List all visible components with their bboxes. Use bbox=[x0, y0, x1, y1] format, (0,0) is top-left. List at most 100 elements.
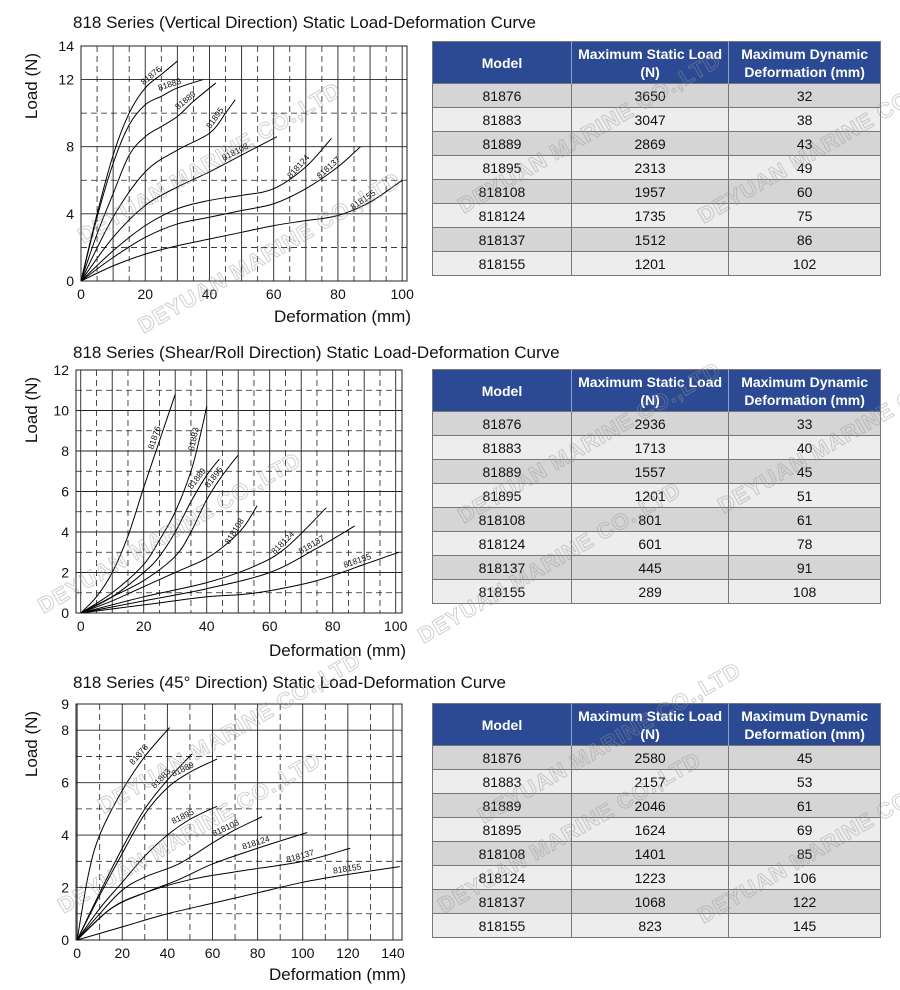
table-row: 818137 1068 122 bbox=[432, 889, 881, 914]
x-tick-label: 20 bbox=[114, 945, 130, 961]
table-cell: 81883 bbox=[432, 769, 572, 794]
curve-label: 818155 bbox=[348, 187, 377, 211]
table-row: 81889 1557 45 bbox=[432, 459, 881, 484]
curve-81895 bbox=[80, 99, 236, 282]
curve-label: 818155 bbox=[332, 861, 362, 875]
chart-title-45: 818 Series (45° Direction) Static Load-D… bbox=[73, 673, 506, 692]
table-cell: 102 bbox=[728, 251, 881, 276]
x-tick-label: 0 bbox=[73, 945, 81, 961]
curve-81876 bbox=[80, 394, 176, 614]
table-cell: 145 bbox=[728, 913, 881, 938]
curve-818155 bbox=[76, 866, 400, 941]
table-cell: 106 bbox=[728, 865, 881, 890]
y-tick-label: 6 bbox=[61, 484, 69, 500]
table-cell: 45 bbox=[728, 745, 881, 770]
column-header: Maximum Dynamic Deformation (mm) bbox=[728, 703, 881, 746]
table-row: 818124 1735 75 bbox=[432, 203, 881, 228]
table-cell: 32 bbox=[728, 83, 881, 108]
x-axis-label: Deformation (mm) bbox=[269, 641, 406, 660]
curve-label: 81889 bbox=[170, 759, 196, 778]
y-tick-label: 4 bbox=[66, 206, 74, 222]
curve-81889 bbox=[76, 758, 218, 941]
table-cell: 75 bbox=[728, 203, 881, 228]
y-tick-label: 9 bbox=[61, 696, 69, 712]
table-cell: 78 bbox=[728, 531, 881, 556]
table-cell: 2313 bbox=[571, 155, 730, 180]
plot-border bbox=[75, 703, 403, 941]
table-cell: 818108 bbox=[432, 841, 572, 866]
x-tick-label: 80 bbox=[330, 286, 346, 302]
table-cell: 801 bbox=[571, 507, 730, 532]
table-cell: 1401 bbox=[571, 841, 730, 866]
y-tick-label: 8 bbox=[61, 722, 69, 738]
chart-vertical: 0 20 40 60 80 100 0 4 8 12 14 Deformation (mm) Load … bbox=[22, 38, 415, 326]
table-cell: 818108 bbox=[432, 179, 572, 204]
table-cell: 818108 bbox=[432, 507, 572, 532]
x-tick-label: 100 bbox=[291, 945, 315, 961]
table-cell: 85 bbox=[728, 841, 881, 866]
x-tick-label: 20 bbox=[136, 618, 152, 634]
curve-81883 bbox=[80, 406, 208, 614]
x-tick-label: 0 bbox=[77, 618, 85, 634]
table-row: 81895 2313 49 bbox=[432, 155, 881, 180]
table-cell: 1512 bbox=[571, 227, 730, 252]
x-tick-label: 100 bbox=[391, 286, 415, 302]
chart-title-vertical: 818 Series (Vertical Direction) Static L… bbox=[73, 13, 536, 32]
table-cell: 43 bbox=[728, 131, 881, 156]
table-row: 81883 1713 40 bbox=[432, 435, 881, 460]
table-cell: 1201 bbox=[571, 251, 730, 276]
y-tick-label: 8 bbox=[66, 139, 74, 155]
table-cell: 91 bbox=[728, 555, 881, 580]
x-tick-label: 40 bbox=[199, 618, 215, 634]
table-cell: 61 bbox=[728, 507, 881, 532]
x-tick-label: 0 bbox=[77, 286, 85, 302]
y-tick-label: 4 bbox=[61, 524, 69, 540]
table-row: 81876 2936 33 bbox=[432, 411, 881, 436]
table-cell: 1068 bbox=[571, 889, 730, 914]
table-cell: 60 bbox=[728, 179, 881, 204]
table-cell: 818137 bbox=[432, 227, 572, 252]
table-cell: 3650 bbox=[571, 83, 730, 108]
curve-818124 bbox=[80, 507, 327, 614]
table-cell: 601 bbox=[571, 531, 730, 556]
table-cell: 1735 bbox=[571, 203, 730, 228]
table-cell: 81876 bbox=[432, 745, 572, 770]
spec-table-vertical: Model Maximum Static Load (N) Maximum Dyna… bbox=[432, 41, 881, 276]
table-cell: 1713 bbox=[571, 435, 730, 460]
x-tick-label: 20 bbox=[137, 286, 153, 302]
plot-border bbox=[80, 45, 408, 282]
table-cell: 2869 bbox=[571, 131, 730, 156]
curve-818108 bbox=[76, 816, 263, 941]
table-cell: 49 bbox=[728, 155, 881, 180]
column-header: Model bbox=[432, 369, 572, 412]
x-tick-label: 40 bbox=[202, 286, 218, 302]
table-cell: 823 bbox=[571, 913, 730, 938]
column-header: Maximum Static Load (N) bbox=[571, 41, 730, 84]
table-header-row: Model Maximum Static Load (N) Maximum Dyna… bbox=[432, 703, 881, 746]
y-tick-label: 8 bbox=[61, 443, 69, 459]
curve-818108 bbox=[80, 136, 278, 282]
table-cell: 81889 bbox=[432, 459, 572, 484]
curve-label: 81895 bbox=[170, 807, 196, 826]
x-tick-label: 80 bbox=[325, 618, 341, 634]
x-tick-label: 60 bbox=[266, 286, 282, 302]
table-cell: 2157 bbox=[571, 769, 730, 794]
table-row: 818124 1223 106 bbox=[432, 865, 881, 890]
y-tick-label: 12 bbox=[58, 72, 74, 88]
table-row: 818155 823 145 bbox=[432, 913, 881, 938]
table-cell: 818155 bbox=[432, 251, 572, 276]
y-tick-label: 0 bbox=[61, 605, 69, 621]
table-row: 81883 2157 53 bbox=[432, 769, 881, 794]
chart-shear: 0 20 40 60 80 100 0 2 4 6 8 10 12 Deformation (mm) Loa… bbox=[22, 362, 408, 660]
y-tick-label: 6 bbox=[61, 775, 69, 791]
table-cell: 1957 bbox=[571, 179, 730, 204]
table-cell: 33 bbox=[728, 411, 881, 436]
table-row: 818137 1512 86 bbox=[432, 227, 881, 252]
table-cell: 45 bbox=[728, 459, 881, 484]
y-axis-label: Load (N) bbox=[22, 53, 41, 119]
curve-818137 bbox=[80, 525, 356, 614]
curve-818108 bbox=[80, 505, 258, 614]
table-cell: 818155 bbox=[432, 579, 572, 604]
table-cell: 38 bbox=[728, 107, 881, 132]
curve-81883 bbox=[76, 753, 193, 941]
